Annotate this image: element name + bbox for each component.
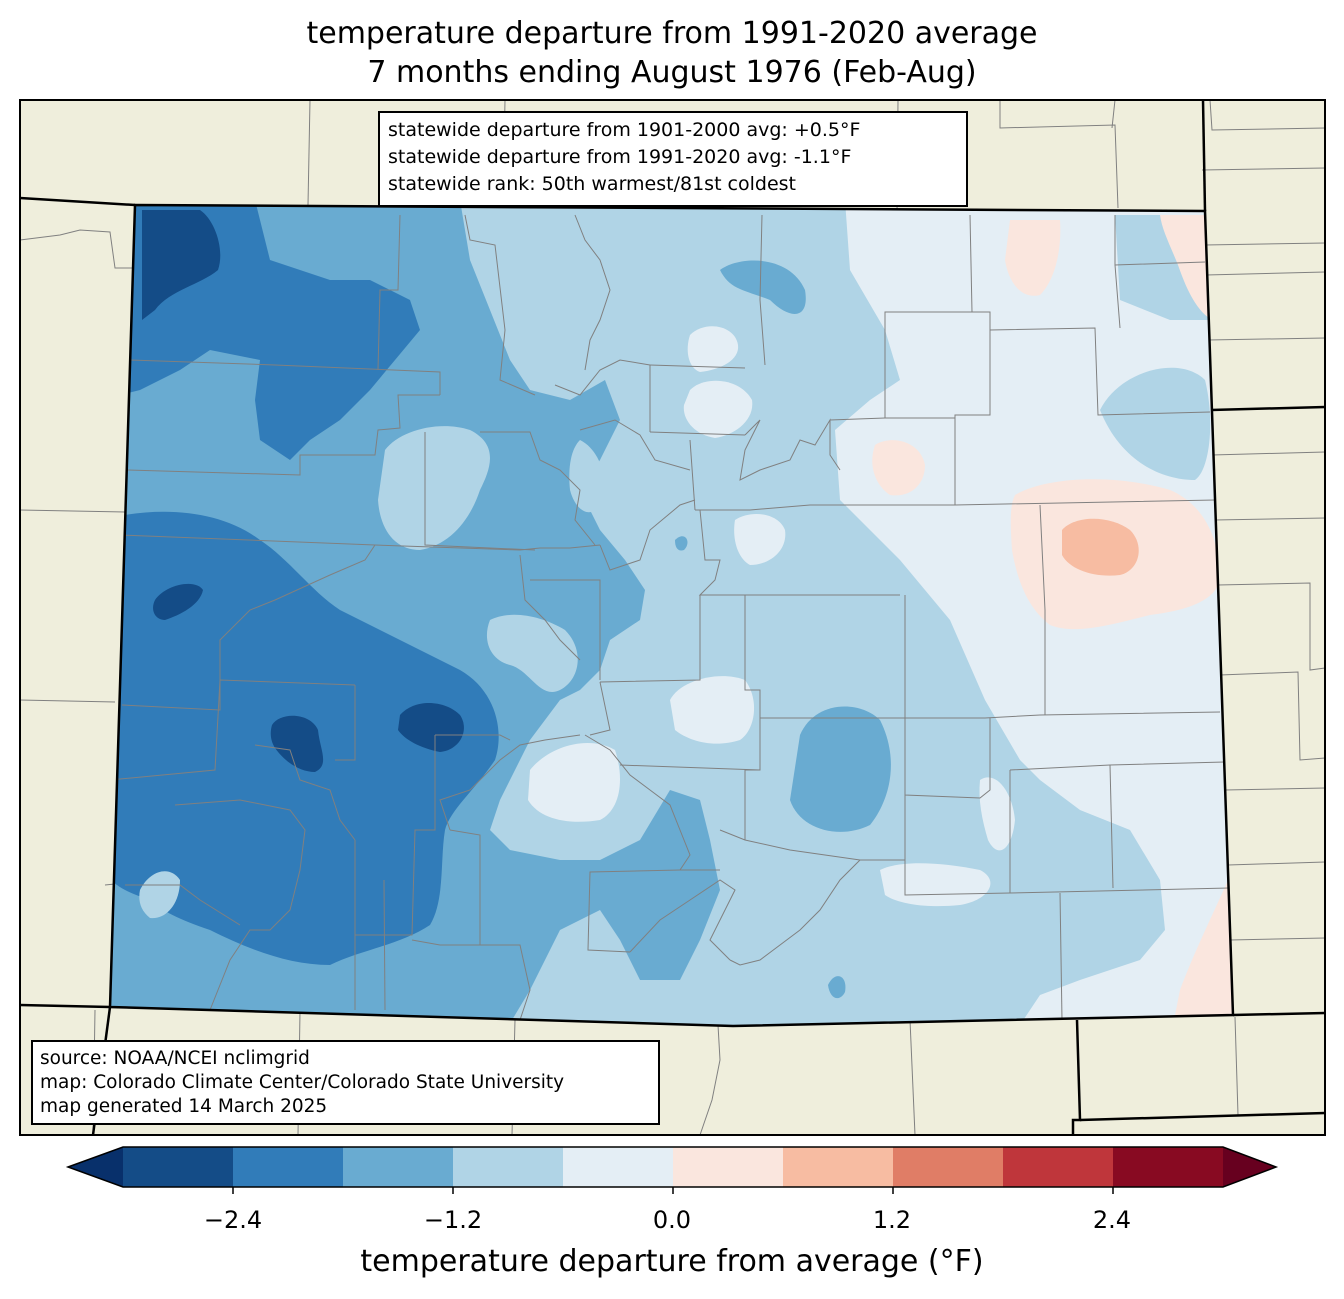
stats-departure-1901-2000: statewide departure from 1901-2000 avg: … (388, 119, 861, 141)
stats-rank: statewide rank: 50th warmest/81st coldes… (388, 173, 797, 195)
colorado-border (108, 203, 1235, 1028)
colorbar-bin (1003, 1147, 1113, 1187)
colorbar-bin (123, 1147, 233, 1187)
colorbar-bin (343, 1147, 453, 1187)
colorbar-bin (893, 1147, 1003, 1187)
map-frame (19, 99, 1326, 1136)
colorbar-title: temperature departure from average (°F) (360, 1244, 984, 1279)
colorbar-bin (673, 1147, 783, 1187)
stats-departure-1991-2020: statewide departure from 1991-2020 avg: … (388, 146, 852, 168)
colorbar-extend-low (68, 1147, 123, 1187)
colorbar-tick-label: 0.0 (652, 1206, 692, 1234)
map-title-line-2: 7 months ending August 1976 (Feb-Aug) (367, 55, 977, 90)
colorbar-tick-label: −2.4 (203, 1206, 263, 1234)
statewide-stats-box: statewide departure from 1901-2000 avg: … (378, 111, 968, 207)
colorbar-bin (233, 1147, 343, 1187)
colorado-county-lines (110, 214, 1231, 1021)
colorbar-outline (65, 1146, 1279, 1188)
colorbar-tick-label: 1.2 (872, 1206, 912, 1234)
colorbar-bin (1113, 1147, 1223, 1187)
state-borders (20, 100, 1325, 1135)
colorbar-bin (563, 1147, 673, 1187)
colorbar-tick-label: −1.2 (423, 1206, 483, 1234)
departure-contours (110, 205, 1233, 1026)
map-generated-line: map generated 14 March 2025 (40, 1096, 328, 1117)
source-box: source: NOAA/NCEI nclimgrid map: Colorad… (31, 1040, 660, 1125)
colorbar (65, 1146, 1279, 1194)
map-title-line-1: temperature departure from 1991-2020 ave… (306, 16, 1038, 51)
colorbar-extend-high (1223, 1147, 1276, 1187)
map-credit-line: map: Colorado Climate Center/Colorado St… (40, 1072, 565, 1093)
colorbar-bin (453, 1147, 563, 1187)
colorbar-bin (783, 1147, 893, 1187)
colorbar-tick-label: 2.4 (1092, 1206, 1132, 1234)
source-line: source: NOAA/NCEI nclimgrid (40, 1048, 310, 1069)
